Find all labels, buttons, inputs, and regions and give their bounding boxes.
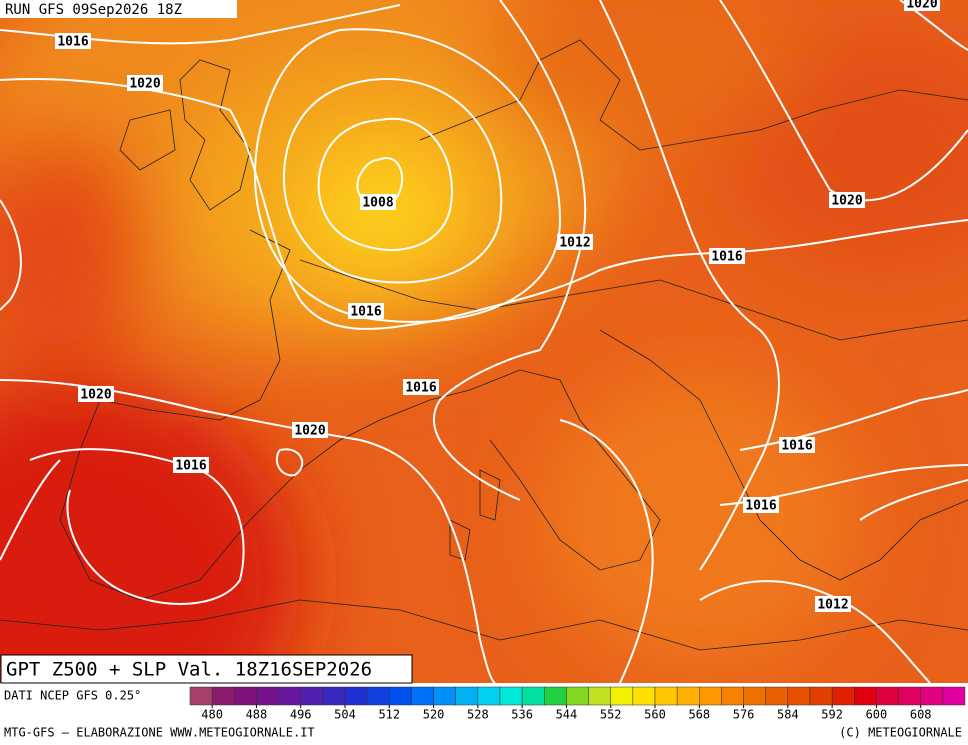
color-swatch [809,686,833,706]
colorbar-tick-label: 560 [644,708,666,722]
isobar-label: 1016 [745,499,776,514]
color-swatch [433,686,456,706]
color-swatch [854,686,877,706]
footer-left: MTG-GFS — ELABORAZIONE WWW.METEOGIORNALE… [4,726,315,740]
isobar-label-box [173,457,209,473]
color-swatch [455,686,479,706]
color-swatch [234,686,257,706]
run-label: RUN GFS 09Sep2026 18Z [5,2,182,18]
isobar-label: 1020 [294,424,325,439]
color-swatch [256,686,279,706]
color-swatch [300,686,324,706]
isobar-label: 1008 [362,196,393,211]
colorbar-tick-label: 600 [866,708,888,722]
color-swatch [765,686,789,706]
isobar-labels: 1016 1020 1008 1012 1016 1020 1020 1016 1016 1020… [55,0,940,613]
map-title: GPT Z500 + SLP Val. 18Z16SEP2026 [6,659,372,681]
color-swatch [743,686,766,706]
colorbar-tick-label: 480 [201,708,223,722]
color-swatch [211,686,235,706]
color-swatch [278,686,301,706]
color-swatch [499,686,523,706]
color-swatch [676,686,700,706]
isobar-label: 1020 [906,0,937,12]
colorbar-tick-label: 592 [821,708,843,722]
isobar-label-box [348,303,384,319]
isobar-label-box [360,194,396,210]
coastlines [0,39,968,651]
isobar-label-box [779,437,815,453]
color-swatch [632,686,656,706]
isobar-label-box [815,596,851,612]
source-label: DATI NCEP GFS 0.25° [4,689,141,703]
color-swatch [566,686,589,706]
isobar-label: 1020 [831,194,862,209]
colorbar-tick-label: 520 [423,708,445,722]
footer-right: (C) METEOGIORNALE [839,726,962,740]
isobar-label-box [403,379,439,395]
colorbar-tick-label: 608 [910,708,932,722]
colorbar-tick-label: 488 [246,708,268,722]
color-swatch [411,686,434,706]
color-swatch [189,686,213,706]
isobar-label: 1012 [817,598,848,613]
isobar-label: 1020 [129,77,160,92]
isobar-label-box [829,192,865,208]
colorbar-tick-label: 584 [777,708,799,722]
isobar-label-box [904,0,940,11]
isobar-label-box [743,497,779,513]
colorbar-tick-label: 528 [467,708,489,722]
isobar-label: 1016 [711,250,742,265]
isobar-label: 1016 [405,381,436,396]
color-swatch [389,686,412,706]
color-swatch [831,686,855,706]
color-swatch [920,686,944,706]
color-swatch [366,686,390,706]
colorbar-tick-label: 512 [378,708,400,722]
isobar-label-box [78,386,114,402]
isobar-label-box [127,75,163,91]
colorbar-tick-label: 552 [600,708,622,722]
isobar-label-box [292,422,328,438]
colorbar-tick-label: 504 [334,708,356,722]
isobar-label: 1016 [781,439,812,454]
color-swatch [322,686,346,706]
color-swatch [610,686,634,706]
color-swatch [588,686,611,706]
isobar-label-box [557,234,593,250]
isobar-label-box [55,33,91,49]
run-box [0,0,237,18]
title-box [0,654,413,684]
isobar-label: 1016 [175,459,206,474]
colorbar-tick-label: 496 [290,708,312,722]
colorbar-tick-label: 568 [688,708,710,722]
color-swatch [654,686,678,706]
color-swatch [477,686,501,706]
color-swatch [787,686,811,706]
color-swatch [699,686,722,706]
color-swatch [521,686,545,706]
color-swatch [942,686,966,706]
colorbar-tick-label: 536 [511,708,533,722]
colorbar-tick-label: 576 [733,708,755,722]
color-swatch [898,686,921,706]
color-swatch [544,686,567,706]
color-swatch [344,686,368,706]
color-swatch [721,686,744,706]
isobar-label: 1020 [80,388,111,403]
isobar-label-box [709,248,745,264]
color-swatch [876,686,899,706]
isobar-label: 1016 [57,35,88,50]
isobar-label: 1016 [350,305,381,320]
colorbar: 480 488 496 504 512 520 528 536 544 552 560 568 576 5… [189,686,966,722]
isobar-label: 1012 [559,236,590,251]
colorbar-tick-label: 544 [556,708,578,722]
